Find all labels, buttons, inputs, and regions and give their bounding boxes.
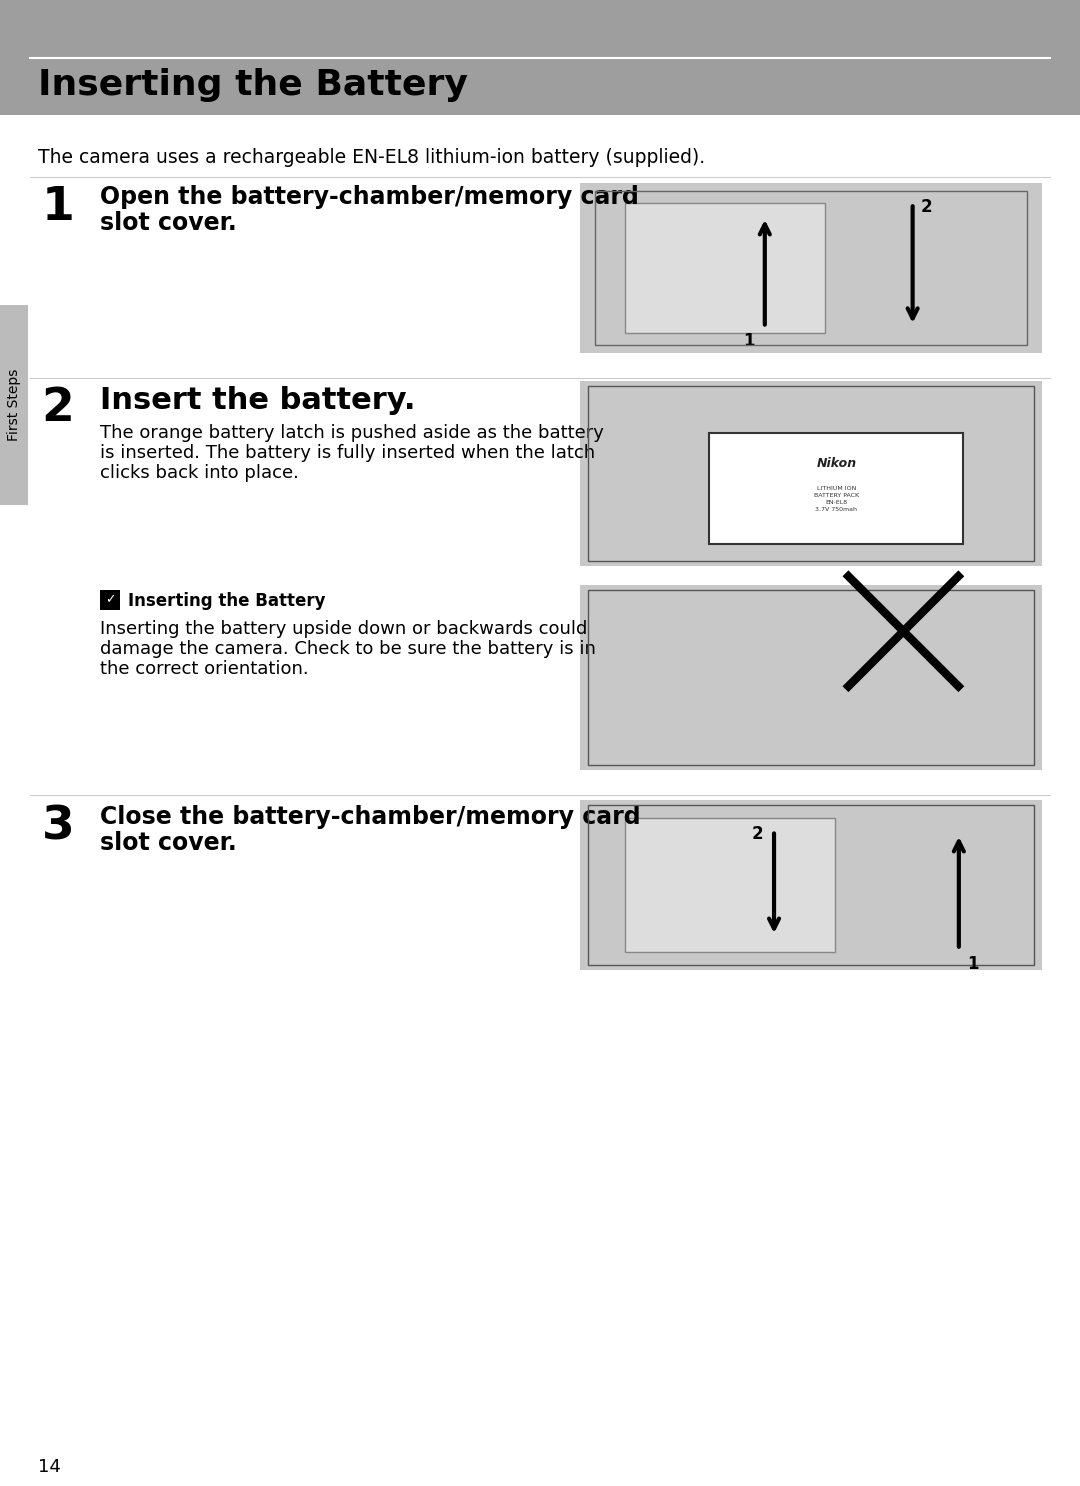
Text: slot cover.: slot cover. — [100, 211, 237, 235]
Text: ✓: ✓ — [105, 593, 116, 606]
Text: First Steps: First Steps — [6, 369, 21, 441]
Text: LITHIUM ION
BATTERY PACK
EN-EL8
3.7V 750mah: LITHIUM ION BATTERY PACK EN-EL8 3.7V 750… — [814, 486, 859, 513]
Text: The orange battery latch is pushed aside as the battery: The orange battery latch is pushed aside… — [100, 424, 604, 441]
Bar — [0, 305, 28, 505]
Bar — [0, 0, 1080, 114]
Text: Inserting the Battery: Inserting the Battery — [38, 68, 468, 103]
Text: Nikon: Nikon — [816, 458, 856, 471]
Text: is inserted. The battery is fully inserted when the latch: is inserted. The battery is fully insert… — [100, 444, 595, 462]
Text: damage the camera. Check to be sure the battery is in: damage the camera. Check to be sure the … — [100, 640, 596, 658]
Text: the correct orientation.: the correct orientation. — [100, 660, 309, 678]
Text: 1: 1 — [743, 333, 754, 351]
Bar — [580, 183, 1042, 354]
Bar — [625, 817, 835, 953]
Bar — [580, 380, 1042, 566]
Bar — [580, 799, 1042, 970]
Bar — [710, 432, 963, 544]
Text: 1: 1 — [41, 184, 75, 230]
Text: The camera uses a rechargeable EN-EL8 lithium-ion battery (supplied).: The camera uses a rechargeable EN-EL8 li… — [38, 149, 705, 166]
Bar — [625, 204, 825, 333]
Text: Inserting the battery upside down or backwards could: Inserting the battery upside down or bac… — [100, 620, 588, 637]
Text: 2: 2 — [41, 386, 75, 431]
Text: 1: 1 — [967, 954, 978, 973]
Bar — [588, 590, 1034, 765]
Text: Close the battery-chamber/memory card: Close the battery-chamber/memory card — [100, 805, 640, 829]
Text: slot cover.: slot cover. — [100, 831, 237, 854]
Bar — [595, 192, 1027, 345]
Text: 2: 2 — [920, 199, 932, 217]
Bar — [588, 805, 1034, 964]
Text: 2: 2 — [752, 825, 764, 843]
Text: clicks back into place.: clicks back into place. — [100, 464, 299, 481]
Text: Open the battery-chamber/memory card: Open the battery-chamber/memory card — [100, 184, 639, 210]
Bar — [100, 590, 120, 609]
Bar — [580, 585, 1042, 770]
Text: Inserting the Battery: Inserting the Battery — [129, 591, 325, 609]
Text: 14: 14 — [38, 1458, 60, 1476]
Text: Insert the battery.: Insert the battery. — [100, 386, 416, 415]
Bar — [588, 386, 1034, 562]
Text: 3: 3 — [42, 805, 75, 850]
